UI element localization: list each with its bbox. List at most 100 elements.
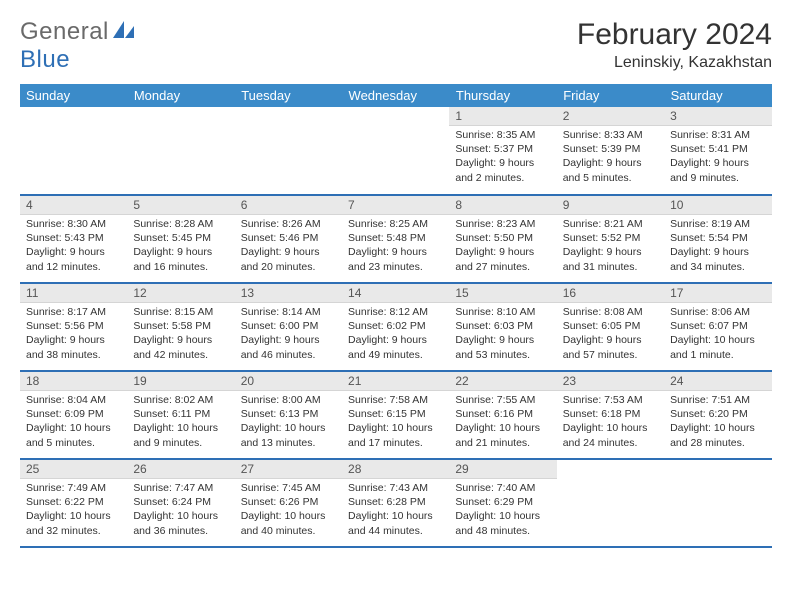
day-details: Sunrise: 8:10 AMSunset: 6:03 PMDaylight:…	[449, 303, 556, 366]
week-row: ........1Sunrise: 8:35 AMSunset: 5:37 PM…	[20, 107, 772, 195]
logo-text: General Blue	[20, 18, 135, 74]
day-header-row: Sunday Monday Tuesday Wednesday Thursday…	[20, 84, 772, 107]
day-cell: 5Sunrise: 8:28 AMSunset: 5:45 PMDaylight…	[127, 195, 234, 283]
day-details: Sunrise: 8:12 AMSunset: 6:02 PMDaylight:…	[342, 303, 449, 366]
logo: General Blue	[20, 18, 135, 74]
day-number: 4	[20, 196, 127, 215]
day-number: 10	[664, 196, 771, 215]
day-details: Sunrise: 8:17 AMSunset: 5:56 PMDaylight:…	[20, 303, 127, 366]
day-details: Sunrise: 8:35 AMSunset: 5:37 PMDaylight:…	[449, 126, 556, 189]
day-cell: 12Sunrise: 8:15 AMSunset: 5:58 PMDayligh…	[127, 283, 234, 371]
week-row: 25Sunrise: 7:49 AMSunset: 6:22 PMDayligh…	[20, 459, 772, 547]
day-details: Sunrise: 8:15 AMSunset: 5:58 PMDaylight:…	[127, 303, 234, 366]
day-number: 23	[557, 372, 664, 391]
day-details: Sunrise: 8:02 AMSunset: 6:11 PMDaylight:…	[127, 391, 234, 454]
day-details: Sunrise: 8:00 AMSunset: 6:13 PMDaylight:…	[235, 391, 342, 454]
calendar-table: Sunday Monday Tuesday Wednesday Thursday…	[20, 84, 772, 548]
day-number: 7	[342, 196, 449, 215]
logo-text-gray: General	[20, 18, 109, 45]
day-cell: ..	[664, 459, 771, 547]
day-cell: 6Sunrise: 8:26 AMSunset: 5:46 PMDaylight…	[235, 195, 342, 283]
day-cell: 14Sunrise: 8:12 AMSunset: 6:02 PMDayligh…	[342, 283, 449, 371]
day-details: Sunrise: 8:28 AMSunset: 5:45 PMDaylight:…	[127, 215, 234, 278]
day-details: Sunrise: 7:51 AMSunset: 6:20 PMDaylight:…	[664, 391, 771, 454]
title-block: February 2024 Leninskiy, Kazakhstan	[577, 18, 772, 72]
day-details: Sunrise: 8:31 AMSunset: 5:41 PMDaylight:…	[664, 126, 771, 189]
day-number: 20	[235, 372, 342, 391]
day-details: Sunrise: 7:45 AMSunset: 6:26 PMDaylight:…	[235, 479, 342, 542]
day-number: 28	[342, 460, 449, 479]
day-details: Sunrise: 8:04 AMSunset: 6:09 PMDaylight:…	[20, 391, 127, 454]
day-number: 12	[127, 284, 234, 303]
day-cell: 9Sunrise: 8:21 AMSunset: 5:52 PMDaylight…	[557, 195, 664, 283]
day-cell: 10Sunrise: 8:19 AMSunset: 5:54 PMDayligh…	[664, 195, 771, 283]
day-number: 3	[664, 107, 771, 126]
day-cell: 22Sunrise: 7:55 AMSunset: 6:16 PMDayligh…	[449, 371, 556, 459]
day-details: Sunrise: 8:06 AMSunset: 6:07 PMDaylight:…	[664, 303, 771, 366]
day-details: Sunrise: 7:55 AMSunset: 6:16 PMDaylight:…	[449, 391, 556, 454]
day-cell: 7Sunrise: 8:25 AMSunset: 5:48 PMDaylight…	[342, 195, 449, 283]
day-cell: 20Sunrise: 8:00 AMSunset: 6:13 PMDayligh…	[235, 371, 342, 459]
day-number: 29	[449, 460, 556, 479]
day-number: 26	[127, 460, 234, 479]
day-header: Saturday	[664, 84, 771, 107]
day-cell: ..	[342, 107, 449, 195]
day-number: 11	[20, 284, 127, 303]
page-title: February 2024	[577, 18, 772, 52]
day-cell: 18Sunrise: 8:04 AMSunset: 6:09 PMDayligh…	[20, 371, 127, 459]
day-number: 25	[20, 460, 127, 479]
day-details: Sunrise: 8:19 AMSunset: 5:54 PMDaylight:…	[664, 215, 771, 278]
day-number: 13	[235, 284, 342, 303]
day-cell: 8Sunrise: 8:23 AMSunset: 5:50 PMDaylight…	[449, 195, 556, 283]
day-number: 24	[664, 372, 771, 391]
day-number: 5	[127, 196, 234, 215]
day-number: 21	[342, 372, 449, 391]
day-details: Sunrise: 8:33 AMSunset: 5:39 PMDaylight:…	[557, 126, 664, 189]
day-details: Sunrise: 8:25 AMSunset: 5:48 PMDaylight:…	[342, 215, 449, 278]
day-number: 19	[127, 372, 234, 391]
day-cell: 25Sunrise: 7:49 AMSunset: 6:22 PMDayligh…	[20, 459, 127, 547]
day-cell: 4Sunrise: 8:30 AMSunset: 5:43 PMDaylight…	[20, 195, 127, 283]
day-header: Friday	[557, 84, 664, 107]
day-cell: 11Sunrise: 8:17 AMSunset: 5:56 PMDayligh…	[20, 283, 127, 371]
day-cell: ..	[557, 459, 664, 547]
logo-text-blue: Blue	[20, 46, 70, 73]
header: General Blue February 2024 Leninskiy, Ka…	[20, 18, 772, 74]
day-cell: 21Sunrise: 7:58 AMSunset: 6:15 PMDayligh…	[342, 371, 449, 459]
day-cell: ..	[235, 107, 342, 195]
day-details: Sunrise: 8:21 AMSunset: 5:52 PMDaylight:…	[557, 215, 664, 278]
day-header: Wednesday	[342, 84, 449, 107]
day-number: 18	[20, 372, 127, 391]
week-row: 18Sunrise: 8:04 AMSunset: 6:09 PMDayligh…	[20, 371, 772, 459]
day-details: Sunrise: 7:53 AMSunset: 6:18 PMDaylight:…	[557, 391, 664, 454]
location-label: Leninskiy, Kazakhstan	[577, 54, 772, 72]
day-number: 16	[557, 284, 664, 303]
day-number: 2	[557, 107, 664, 126]
day-cell: 15Sunrise: 8:10 AMSunset: 6:03 PMDayligh…	[449, 283, 556, 371]
day-number: 22	[449, 372, 556, 391]
day-cell: 19Sunrise: 8:02 AMSunset: 6:11 PMDayligh…	[127, 371, 234, 459]
day-header: Sunday	[20, 84, 127, 107]
day-number: 1	[449, 107, 556, 126]
day-cell: ..	[127, 107, 234, 195]
day-cell: 3Sunrise: 8:31 AMSunset: 5:41 PMDaylight…	[664, 107, 771, 195]
day-cell: 13Sunrise: 8:14 AMSunset: 6:00 PMDayligh…	[235, 283, 342, 371]
day-cell: 27Sunrise: 7:45 AMSunset: 6:26 PMDayligh…	[235, 459, 342, 547]
day-header: Tuesday	[235, 84, 342, 107]
day-details: Sunrise: 7:43 AMSunset: 6:28 PMDaylight:…	[342, 479, 449, 542]
day-details: Sunrise: 8:26 AMSunset: 5:46 PMDaylight:…	[235, 215, 342, 278]
day-number: 8	[449, 196, 556, 215]
day-number: 27	[235, 460, 342, 479]
day-details: Sunrise: 8:30 AMSunset: 5:43 PMDaylight:…	[20, 215, 127, 278]
day-number: 15	[449, 284, 556, 303]
day-cell: 1Sunrise: 8:35 AMSunset: 5:37 PMDaylight…	[449, 107, 556, 195]
day-cell: 17Sunrise: 8:06 AMSunset: 6:07 PMDayligh…	[664, 283, 771, 371]
calendar-body: ........1Sunrise: 8:35 AMSunset: 5:37 PM…	[20, 107, 772, 547]
day-cell: 29Sunrise: 7:40 AMSunset: 6:29 PMDayligh…	[449, 459, 556, 547]
day-header: Thursday	[449, 84, 556, 107]
day-details: Sunrise: 7:58 AMSunset: 6:15 PMDaylight:…	[342, 391, 449, 454]
day-number: 14	[342, 284, 449, 303]
day-number: 6	[235, 196, 342, 215]
day-cell: 16Sunrise: 8:08 AMSunset: 6:05 PMDayligh…	[557, 283, 664, 371]
day-details: Sunrise: 8:23 AMSunset: 5:50 PMDaylight:…	[449, 215, 556, 278]
